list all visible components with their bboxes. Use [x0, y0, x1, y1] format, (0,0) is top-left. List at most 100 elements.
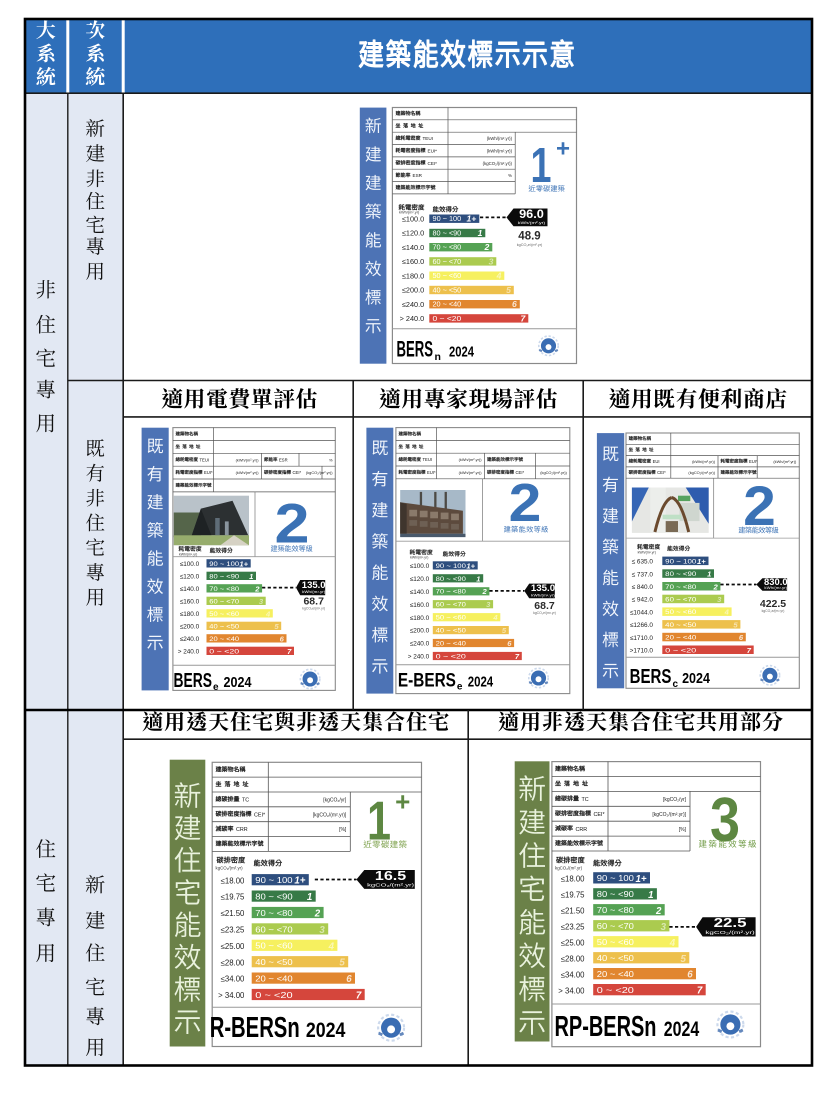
- svg-text:kWh/(m².yr): kWh/(m².yr): [764, 586, 787, 590]
- svg-text:80 ~ <90: 80 ~ <90: [209, 573, 240, 580]
- svg-text:1+: 1+: [239, 559, 248, 568]
- svg-text:0 ~ <20: 0 ~ <20: [665, 647, 697, 654]
- svg-text:(kWh/(m².yr)): (kWh/(m².yr)): [487, 136, 513, 141]
- svg-text:(kWh/(m².yr)): (kWh/(m².yr)): [487, 149, 513, 154]
- svg-text:≤100.0: ≤100.0: [402, 214, 424, 223]
- svg-text:kWh/(m².yr): kWh/(m².yr): [638, 550, 656, 554]
- svg-text:5: 5: [339, 958, 345, 969]
- svg-text:80 ~ <90: 80 ~ <90: [255, 893, 293, 902]
- svg-text:80 ~ <90: 80 ~ <90: [436, 576, 467, 583]
- svg-text:1: 1: [478, 228, 483, 238]
- svg-text:2024: 2024: [468, 674, 494, 691]
- svg-text:EUI: EUI: [653, 459, 660, 464]
- svg-text:40 ~ <50: 40 ~ <50: [665, 622, 697, 629]
- svg-text:20 ~ <40: 20 ~ <40: [433, 302, 462, 309]
- svg-text:≤28.00: ≤28.00: [561, 954, 585, 963]
- svg-text:TEUI: TEUI: [200, 457, 210, 462]
- svg-text:≤240.0: ≤240.0: [410, 641, 430, 648]
- svg-text:40 ~ <50: 40 ~ <50: [436, 628, 467, 635]
- svg-text:2: 2: [712, 582, 718, 591]
- svg-text:5: 5: [502, 626, 507, 635]
- svg-text:80 ~ <90: 80 ~ <90: [665, 571, 697, 578]
- svg-text:CEI*: CEI*: [254, 812, 266, 818]
- svg-text:2: 2: [655, 906, 662, 917]
- svg-text:kgCO₂e/(m².yr): kgCO₂e/(m².yr): [533, 611, 556, 615]
- svg-text:CEI*: CEI*: [516, 470, 525, 475]
- svg-text:≤ 942.0: ≤ 942.0: [632, 597, 654, 604]
- svg-text:2024: 2024: [664, 1018, 700, 1041]
- svg-text:0 ~ <20: 0 ~ <20: [436, 653, 467, 660]
- svg-text:≤1710.0: ≤1710.0: [630, 635, 653, 642]
- svg-text:(kgCO₂/(m².yr)): (kgCO₂/(m².yr)): [688, 470, 715, 475]
- svg-text:7: 7: [287, 647, 292, 656]
- svg-text:1: 1: [531, 139, 552, 193]
- svg-text:70 ~ <80: 70 ~ <80: [665, 584, 697, 591]
- svg-text:5: 5: [733, 620, 738, 629]
- svg-text:≤19.75: ≤19.75: [221, 893, 245, 902]
- svg-text:90 ~ 100: 90 ~ 100: [436, 563, 467, 570]
- svg-text:6: 6: [512, 299, 517, 309]
- svg-text:≤180.0: ≤180.0: [402, 271, 424, 280]
- svg-text:≤21.50: ≤21.50: [221, 909, 245, 918]
- svg-text:96.0: 96.0: [519, 209, 544, 221]
- svg-text:≤120.0: ≤120.0: [410, 576, 430, 583]
- svg-text:2024: 2024: [449, 344, 474, 361]
- svg-text:≤1044.0: ≤1044.0: [630, 609, 653, 616]
- svg-text:≤ 737.0: ≤ 737.0: [632, 571, 654, 578]
- svg-text:≤21.50: ≤21.50: [561, 906, 585, 915]
- svg-text:2: 2: [484, 242, 490, 252]
- svg-text:+: +: [556, 136, 570, 163]
- svg-text:16.5: 16.5: [375, 869, 406, 883]
- svg-text:≤23.25: ≤23.25: [221, 926, 245, 935]
- svg-text:≤1266.0: ≤1266.0: [630, 622, 653, 629]
- svg-text:BERS: BERS: [174, 669, 213, 692]
- svg-text:TC: TC: [582, 797, 589, 803]
- svg-text:≤ 635.0: ≤ 635.0: [632, 559, 654, 566]
- svg-text:CRR: CRR: [576, 827, 588, 833]
- svg-text:50 ~ <60: 50 ~ <60: [597, 938, 635, 947]
- svg-text:≤120.0: ≤120.0: [402, 229, 424, 238]
- svg-text:≤18.00: ≤18.00: [221, 876, 245, 885]
- svg-text:0 ~ <20: 0 ~ <20: [433, 316, 462, 323]
- svg-text:(kgCO₂/(m².yr)): (kgCO₂/(m².yr)): [483, 161, 513, 166]
- svg-text:≤140.0: ≤140.0: [180, 586, 200, 593]
- svg-text:e: e: [457, 682, 463, 693]
- svg-text:50 ~ <60: 50 ~ <60: [255, 942, 293, 951]
- svg-text:kgCO₂/(m².yr): kgCO₂/(m².yr): [555, 866, 583, 871]
- svg-text:20 ~ <40: 20 ~ <40: [255, 975, 293, 984]
- svg-text:70 ~ <80: 70 ~ <80: [597, 906, 635, 915]
- svg-text:2024: 2024: [682, 670, 710, 687]
- svg-text:135.0: 135.0: [302, 580, 326, 590]
- svg-text:≤140.0: ≤140.0: [410, 589, 430, 596]
- svg-text:50 ~ <60: 50 ~ <60: [209, 611, 240, 618]
- svg-text:90 ~ 100: 90 ~ 100: [255, 876, 293, 885]
- svg-text:70 ~ <80: 70 ~ <80: [433, 245, 462, 252]
- svg-text:CEI*: CEI*: [428, 161, 438, 166]
- svg-text:90 ~ 100: 90 ~ 100: [433, 216, 462, 223]
- svg-text:20 ~ <40: 20 ~ <40: [436, 641, 467, 648]
- svg-text:TEUI: TEUI: [423, 457, 433, 462]
- svg-text:60 ~ <70: 60 ~ <70: [665, 597, 697, 604]
- svg-text:90 ~ 100: 90 ~ 100: [209, 561, 240, 568]
- svg-text:3: 3: [259, 597, 264, 606]
- svg-text:40 ~ <50: 40 ~ <50: [209, 623, 240, 630]
- svg-text:422.5: 422.5: [760, 598, 786, 610]
- svg-text:> 34.00: > 34.00: [558, 986, 585, 995]
- svg-text:CEI*: CEI*: [657, 470, 666, 475]
- svg-text:1: 1: [707, 570, 711, 579]
- svg-text:(kWh/(m².yr)): (kWh/(m².yr)): [692, 459, 716, 464]
- svg-text:7: 7: [697, 986, 703, 997]
- svg-text:[%]: [%]: [679, 827, 687, 833]
- svg-text:>1710.0: >1710.0: [630, 648, 654, 655]
- svg-text:2: 2: [481, 587, 487, 596]
- svg-text:R-BERSn: R-BERSn: [210, 1012, 300, 1044]
- svg-text:40 ~ <50: 40 ~ <50: [597, 954, 635, 963]
- svg-text:2024: 2024: [224, 674, 253, 691]
- svg-text:kgCO₂e/(m².yr): kgCO₂e/(m².yr): [517, 243, 543, 247]
- svg-text:7: 7: [521, 314, 527, 324]
- svg-text:[kgCO₂/yr]: [kgCO₂/yr]: [663, 797, 687, 803]
- svg-text:0 ~ <20: 0 ~ <20: [255, 991, 293, 1000]
- svg-text:≤25.00: ≤25.00: [561, 938, 585, 947]
- svg-text:[kgCO₂/(m².yr)]: [kgCO₂/(m².yr)]: [652, 812, 686, 818]
- svg-text:2024: 2024: [306, 1019, 346, 1042]
